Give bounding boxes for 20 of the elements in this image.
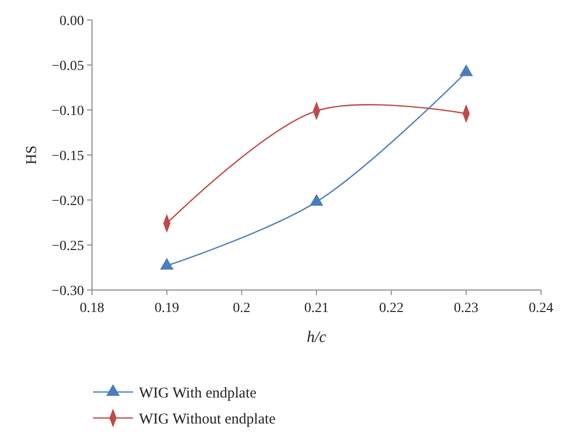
y-axis-title: HS xyxy=(24,145,40,165)
x-tick-label: 0.19 xyxy=(154,301,180,316)
y-tick-label: −0.15 xyxy=(52,148,84,164)
legend-label: WIG Without endplate xyxy=(139,411,276,428)
y-tick-label: −0.10 xyxy=(52,104,84,119)
y-tick-label: −0.25 xyxy=(52,238,84,254)
y-tick-label: −0.05 xyxy=(52,58,84,74)
x-tick-label: 0.24 xyxy=(528,301,554,316)
x-tick-label: 0.23 xyxy=(454,301,478,316)
y-tick-label: 0.00 xyxy=(60,14,84,29)
point xyxy=(160,258,174,270)
x-tick-label: 0.22 xyxy=(379,301,404,316)
x-tick-label: 0.2 xyxy=(232,301,250,316)
point xyxy=(310,194,324,206)
legend-label: WIG With endplate xyxy=(139,385,257,402)
x-tick-label: 0.18 xyxy=(80,301,104,316)
x-axis-title: h/c xyxy=(306,329,326,346)
y-tick-label: −0.20 xyxy=(52,194,84,209)
y-tick-label: −0.30 xyxy=(52,284,84,299)
x-tick-label: 0.21 xyxy=(304,301,329,316)
